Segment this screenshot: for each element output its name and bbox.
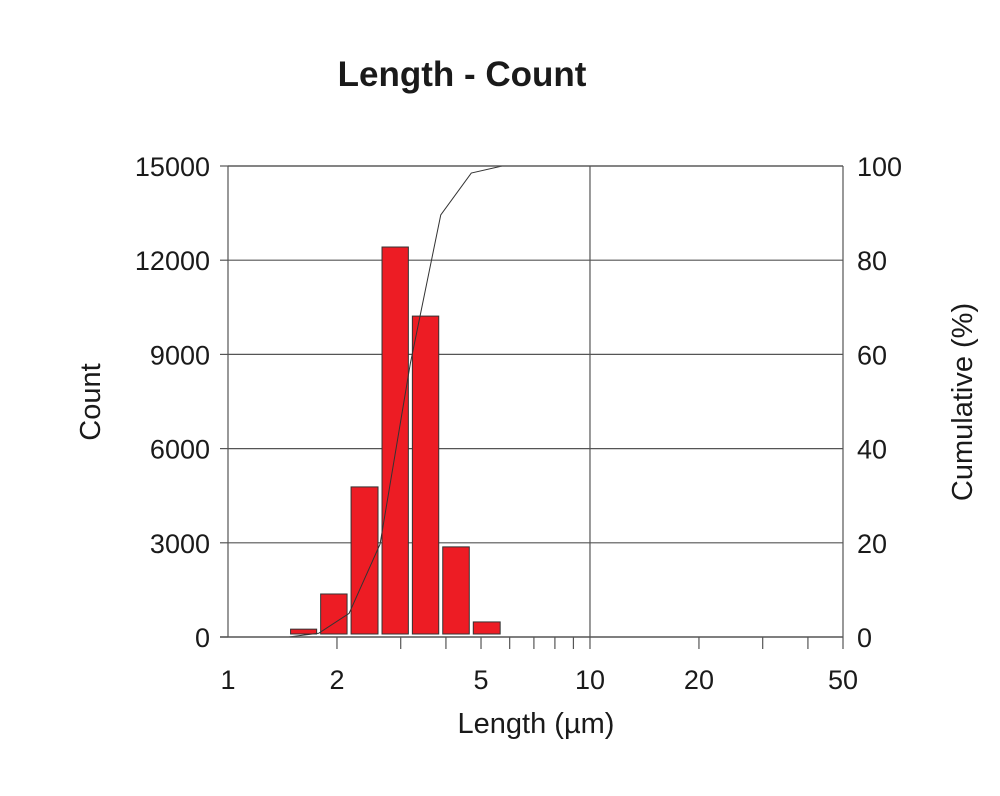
histogram-bar [320, 593, 348, 635]
x-tick-label: 5 [474, 665, 489, 695]
y-tick-label: 12000 [135, 246, 210, 276]
histogram-bar [472, 621, 501, 635]
y-tick-label: 3000 [150, 529, 210, 559]
x-axis-label: Length (µm) [458, 708, 615, 740]
y2-tick-label: 100 [857, 152, 902, 182]
histogram-bar [350, 486, 379, 635]
y2-axis-label: Cumulative (%) [947, 303, 979, 501]
x-tick-label: 2 [329, 665, 344, 695]
x-tick-label: 10 [575, 665, 605, 695]
y-tick-label: 9000 [150, 340, 210, 370]
y-axis-label: Count [75, 363, 107, 440]
x-tick-label: 50 [828, 665, 858, 695]
y-tick-label: 6000 [150, 435, 210, 465]
y2-tick-label: 40 [857, 435, 887, 465]
chart-title: Length - Count [338, 55, 587, 94]
histogram-bar [442, 546, 470, 635]
histogram-bar [381, 246, 409, 635]
y2-tick-label: 60 [857, 340, 887, 370]
y2-tick-label: 20 [857, 529, 887, 559]
y-tick-label: 15000 [135, 152, 210, 182]
x-tick-label: 1 [220, 665, 235, 695]
y2-tick-label: 80 [857, 246, 887, 276]
y2-tick-label: 0 [857, 623, 872, 653]
x-tick-label: 20 [684, 665, 714, 695]
histogram-bar [290, 628, 318, 635]
histogram-bar [411, 315, 440, 635]
y-tick-label: 0 [195, 623, 210, 653]
